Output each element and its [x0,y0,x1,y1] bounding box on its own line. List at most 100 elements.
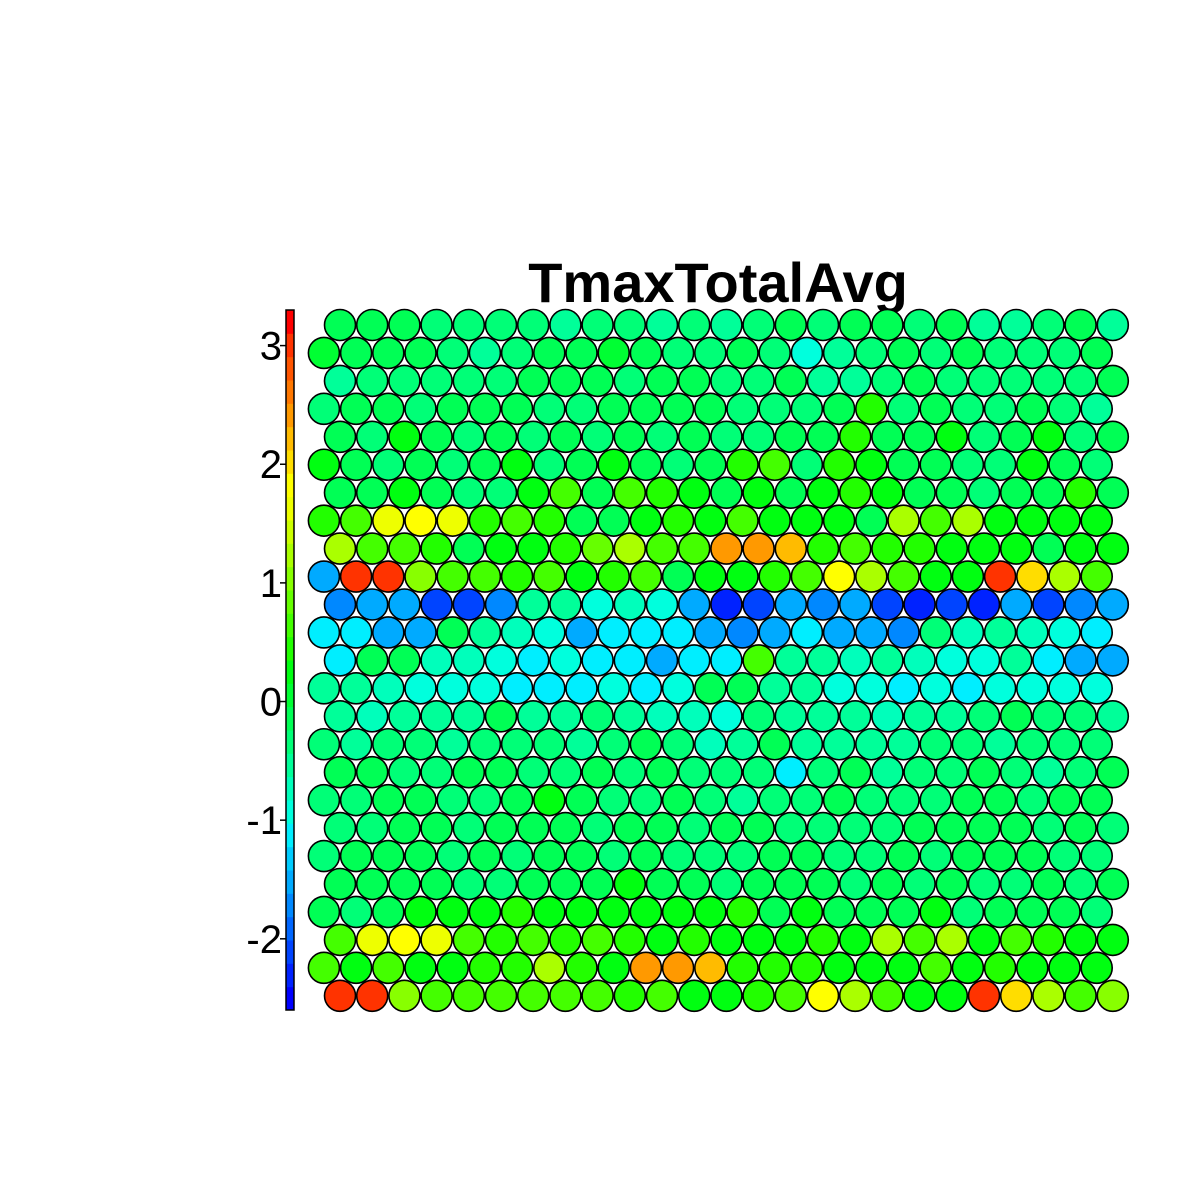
hex-cell [355,867,389,901]
hex-cell [629,392,663,426]
hex-cell [677,308,711,342]
hex-cell [710,420,743,454]
hex-cell [436,672,470,705]
hex-cell [420,532,453,565]
hex-cell [758,504,792,537]
hex-cell [1096,867,1130,901]
hex-cell [420,364,453,398]
hex-cell [452,923,486,957]
hex-cell [999,699,1033,733]
hex-cell [919,504,953,537]
hex-cell [1048,951,1081,985]
hex-cell [613,867,647,901]
hex-cell [999,811,1033,845]
hex-cell [774,923,808,957]
hex-cell [806,699,840,733]
hex-cell [613,699,647,733]
hex-cell [468,336,502,370]
hex-cell [468,560,502,593]
hex-cell [790,504,824,537]
hex-cell [468,727,502,761]
hex-cell [887,727,920,761]
hex-cell [935,699,969,733]
hex-cell [339,839,373,873]
hex-cell [838,699,872,733]
hex-cell [323,867,357,901]
hex-cell [549,811,582,845]
hex-cell [565,448,598,482]
hex-cell [581,476,614,510]
hex-cell [613,979,647,1013]
hex-cell [420,867,453,901]
hex-cell [597,392,631,426]
hex-cell [806,476,840,510]
hex-cell [468,951,502,985]
hex-cell [339,783,373,817]
hex-cell [468,672,502,705]
hex-cell [1016,951,1049,985]
hex-cell [420,308,453,342]
hex-cell [790,392,824,426]
hex-cell [532,895,566,929]
hex-cell [661,951,695,985]
hex-cell [388,532,421,565]
hex-cell [903,755,936,789]
hex-cell [999,979,1033,1013]
hex-cell [919,951,953,985]
hex-cell [500,951,534,985]
hex-cell [919,448,953,482]
colorbar-band [286,753,294,778]
colorbar-band [286,543,294,568]
colorbar-tick-label: -1 [246,799,282,843]
hex-cell [838,532,872,565]
hex-cell [774,867,808,901]
hex-cell [452,532,486,565]
hex-cell [339,504,373,537]
hex-cell [726,392,759,426]
hex-cell [355,532,389,565]
colorbar-band [286,380,294,404]
hex-cell [468,616,502,649]
hex-cell [677,364,711,398]
hex-cell [355,364,389,398]
hex-cell [967,588,1001,621]
hex-cell [822,336,856,370]
hex-cell [951,448,985,482]
colorbar-band [286,800,294,824]
hex-cell [645,476,679,510]
hex-cell [468,783,502,817]
hex-cell [629,672,663,705]
hex-cell [1064,532,1097,565]
hex-cell [919,392,953,426]
hex-cell [436,560,470,593]
hex-cell [726,895,759,929]
hex-cell [629,560,663,593]
hex-cell [790,560,824,593]
hex-cell [806,867,840,901]
hex-cell [935,867,969,901]
hex-cell [1096,420,1130,454]
hex-cell [388,588,421,621]
hex-cell [726,672,759,705]
hex-cell [1096,811,1130,845]
hex-cell [613,420,647,454]
hex-cell [500,839,534,873]
hex-cell [323,811,357,845]
hex-cell [645,755,679,789]
hex-cell [742,420,775,454]
hex-cell [871,308,904,342]
hex-cell [677,979,711,1013]
hex-cell [854,727,888,761]
hex-cell [500,504,534,537]
hex-cell [1016,839,1049,873]
hex-cell [661,448,695,482]
hex-cell [838,979,872,1013]
hex-cell [854,839,888,873]
hex-cell [1096,979,1130,1013]
hex-cell [1032,755,1065,789]
hex-cell [323,923,357,957]
hex-cell [1032,699,1065,733]
hex-cell [565,783,598,817]
hex-cell [1064,588,1097,621]
hex-cell [806,420,840,454]
